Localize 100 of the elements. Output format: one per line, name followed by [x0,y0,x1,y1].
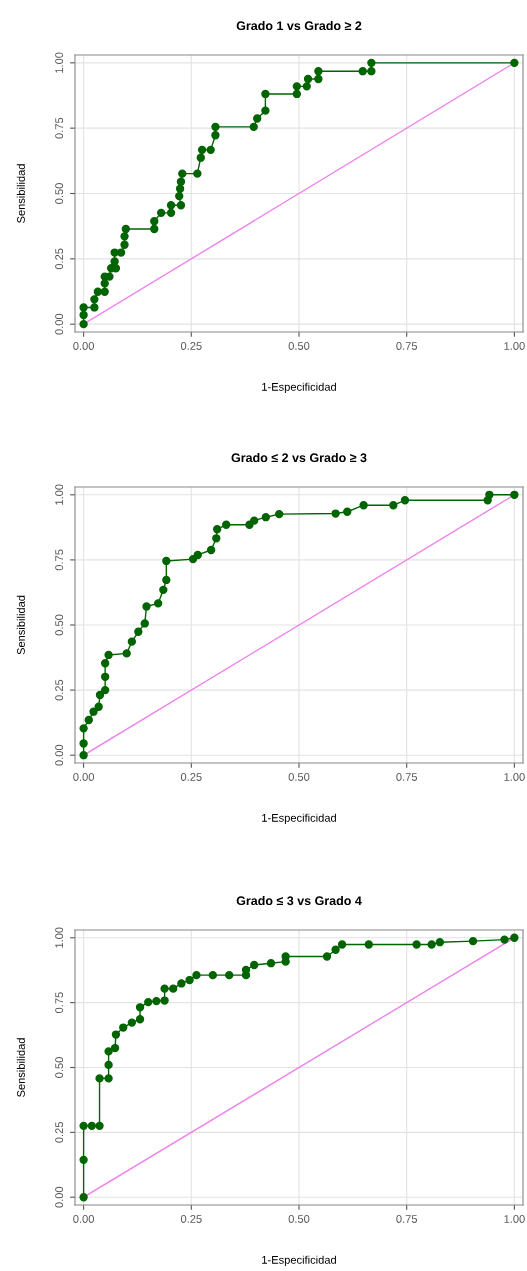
point [193,169,202,178]
x-tick-label: 0.50 [288,773,310,781]
point [156,208,166,218]
point [225,970,234,980]
point [150,217,159,226]
point [79,1121,88,1131]
point [292,89,302,99]
point [197,145,207,155]
x-axis-title: 1-Especificidad [262,813,336,824]
point [120,232,129,241]
point [468,936,478,946]
point [358,67,367,76]
x-tick-label: 0.75 [396,773,418,781]
point [79,739,88,748]
point [175,184,185,193]
point [153,599,163,608]
point [94,702,103,711]
point [250,516,259,525]
x-axis-title: 1-Especificidad [262,1255,336,1266]
point [275,509,284,519]
point [389,501,398,510]
point [331,509,340,518]
point [261,513,270,522]
point [166,201,176,210]
point [104,1047,113,1056]
y-tick-label: 1.00 [55,52,64,73]
point [193,550,202,560]
point [177,979,186,988]
point [142,602,151,611]
x-tick-label: 1.00 [504,773,525,781]
point [84,715,93,725]
point [166,208,176,218]
y-tick-label: 0.00 [55,1186,64,1208]
point [79,310,88,320]
y-tick-label: 0.25 [55,1122,64,1143]
point [162,556,171,566]
point [120,240,129,249]
point [250,960,259,970]
x-tick-label: 0.00 [73,1215,94,1223]
point [79,724,88,733]
y-tick-label: 0.50 [55,614,64,636]
point [175,191,184,201]
point [212,534,221,543]
y-axis-title: Sensibilidad [16,1038,25,1097]
point [95,690,105,700]
point [266,959,276,968]
point [261,106,270,115]
point [176,177,186,186]
point [185,975,194,985]
point [144,997,153,1007]
point [79,1193,88,1202]
point [249,122,258,132]
point [100,659,110,668]
point [359,501,368,510]
point [159,585,168,595]
point [331,945,340,954]
point [206,145,215,155]
point [95,1074,104,1083]
x-tick-label: 0.50 [288,342,310,350]
y-tick-label: 0.25 [55,679,64,701]
point [192,970,201,980]
point [169,984,178,993]
y-tick-label: 1.00 [55,927,64,948]
point [412,940,421,949]
point [302,82,311,91]
point [322,952,332,961]
point [343,507,352,516]
point [90,303,99,312]
x-tick-label: 0.75 [396,342,418,350]
point [178,169,187,178]
point [152,996,161,1006]
point [110,257,119,266]
y-tick-label: 1.00 [55,484,64,505]
point [79,1155,88,1165]
y-tick-label: 0.00 [55,313,64,335]
y-axis-title: Sensibilidad [16,164,25,223]
point [127,637,137,646]
point [303,74,313,84]
y-tick-label: 0.50 [55,1057,64,1078]
point [121,224,130,234]
point [176,201,186,210]
point [367,67,376,76]
point [79,303,88,312]
y-tick-label: 0.75 [55,992,64,1014]
y-axis-title: Sensibilidad [16,595,25,655]
point [135,1015,145,1024]
point [212,525,222,534]
x-tick-label: 0.25 [180,342,202,350]
point [222,520,231,529]
point [119,1023,128,1032]
x-tick-label: 0.25 [180,1215,202,1223]
point [140,619,149,628]
point [485,490,494,499]
x-tick-label: 0.00 [73,342,94,350]
y-tick-label: 0.50 [55,183,64,204]
point [111,1030,121,1039]
point [89,707,98,716]
point [281,952,290,961]
x-tick-label: 0.25 [180,773,202,781]
point [211,131,220,140]
